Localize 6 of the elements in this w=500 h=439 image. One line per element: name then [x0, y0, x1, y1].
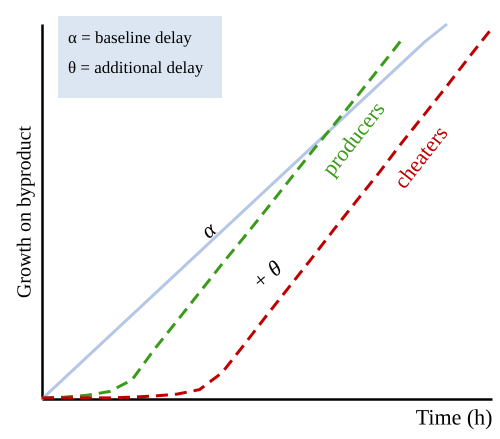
annotation: α [196, 216, 221, 244]
annotation: α = baseline delay [68, 28, 192, 47]
annotation: + θ [246, 255, 287, 294]
y-axis-title: Growth on byproduct [14, 125, 36, 298]
annotation: θ = additional delay [68, 58, 204, 77]
x-axis-title: Time (h) [416, 404, 492, 430]
